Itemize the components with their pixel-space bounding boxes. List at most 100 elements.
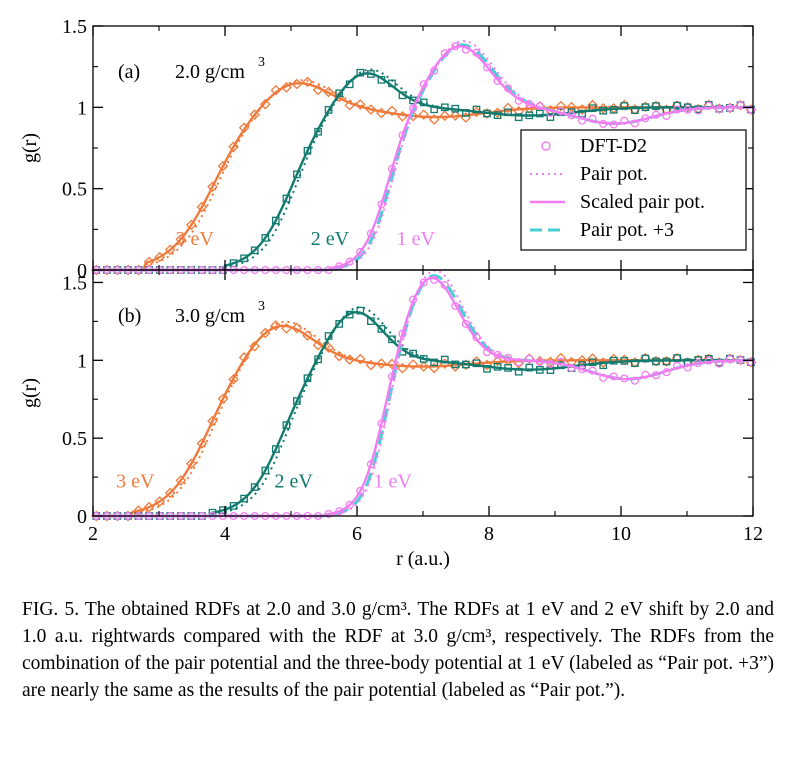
marker-2-ev [599,361,608,370]
marker-2-ev [462,109,470,117]
marker-1-ev [482,63,492,72]
marker-3-ev [238,122,250,134]
marker-1-ev [514,96,523,105]
marker-2-ev [409,349,417,358]
marker-3-ev [291,78,303,90]
marker-2-ev [631,106,639,114]
marker-3-ev [249,340,261,352]
marker-3-ev [228,141,239,153]
marker-1-ev [673,105,682,114]
marker-2-ev [293,397,301,405]
marker-3-ev [217,160,229,172]
density-superscript: 3 [258,55,265,70]
marker-1-ev [578,365,587,374]
marker-1-ev [556,357,565,366]
marker-3-ev [354,353,366,365]
marker-3-ev [312,339,324,351]
marker-1-ev [620,374,629,383]
x-tick-label: 10 [611,523,631,545]
marker-2-ev [620,102,629,110]
legend-scaled-label: Scaled pair pot. [580,191,705,213]
marker-2-ev [535,366,544,374]
marker-2-ev [609,105,618,114]
marker-2-ev [504,108,512,117]
y-tick-label: 1 [77,350,87,372]
marker-2-ev [631,359,639,367]
x-tick-label: 8 [484,523,494,545]
marker-2-ev [229,502,238,510]
marker-1-ev [472,48,481,57]
marker-3-ev [196,201,208,213]
marker-3-ev [249,109,261,120]
marker-3-ev [207,415,218,427]
marker-2-ev [377,325,386,333]
marker-1-ev [387,164,397,173]
text-layer: 0 0.5 1 1.5 g(r) (a) 2.0 g/cm 3 3 eV 2 eV 1 eV 0 0.5… [19,16,763,570]
marker-1-ev [578,116,587,125]
density-superscript: 3 [258,299,265,314]
marker-3-ev [154,251,166,263]
marker-2-ev [504,364,512,372]
marker-3-ev [185,458,197,470]
marker-1-ev [546,108,555,117]
marker-2-ev [335,320,344,328]
marker-1-ev [504,353,513,362]
marker-2-ev [483,109,491,118]
marker-1-ev [546,359,555,368]
x-tick-label: 12 [743,523,763,545]
marker-2-ev [440,355,449,364]
marker-2-ev [514,113,523,122]
legend-pair3-label: Pair pot. +3 [580,219,674,241]
marker-3-ev [576,104,588,115]
marker-3-ev [428,114,440,125]
marker-3-ev [376,358,387,369]
marker-1-ev [430,275,439,284]
marker-2-ev [514,367,523,376]
marker-3-ev [344,354,356,365]
marker-2-ev [271,445,280,453]
marker-1-ev [694,359,703,368]
marker-3-ev [281,82,292,93]
marker-1-ev [419,278,428,287]
marker-3-ev [323,86,334,98]
marker-1-ev [366,229,375,238]
marker-1-ev [324,509,333,519]
marker-3-ev [418,361,430,372]
curve-label: 2 eV [311,228,350,250]
marker-1-ev [430,66,439,75]
series-2-ev-scaled-line [93,310,753,518]
marker-3-ev [354,99,366,110]
marker-3-ev [481,359,493,371]
marker-2-ev [388,335,396,344]
marker-3-ev [365,104,377,115]
y-tick-label: 0.5 [62,179,87,201]
y-tick-label: 0.5 [62,428,87,450]
marker-2-ev [271,216,280,225]
marker-3-ev [407,359,419,370]
marker-1-ev [482,348,492,357]
marker-2-ev [419,355,428,363]
marker-2-ev [261,466,270,475]
marker-3-ev [365,359,377,371]
marker-2-ev [472,105,481,114]
marker-2-ev [303,146,312,155]
marker-2-ev [652,102,660,110]
marker-1-ev [335,507,344,516]
marker-1-ev [504,84,513,93]
marker-1-ev [630,119,639,128]
marker-2-ev [282,421,291,429]
marker-2-ev [525,363,534,372]
marker-3-ev [449,110,461,121]
marker-2-ev [345,80,354,89]
marker-3-ev [259,98,271,110]
marker-2-ev [356,306,365,315]
marker-3-ev [302,330,313,341]
marker-2-ev [219,506,227,515]
marker-1-ev [704,356,713,365]
marker-1-ev [620,116,629,125]
marker-3-ev [196,438,208,449]
rdf-chart: 0 0.5 1 1.5 g(r) (a) 2.0 g/cm 3 3 eV 2 eV 1 eV 0 0.5… [19,16,763,570]
marker-1-ev [535,357,544,366]
marker-2-ev [367,70,375,78]
marker-2-ev [314,355,322,364]
